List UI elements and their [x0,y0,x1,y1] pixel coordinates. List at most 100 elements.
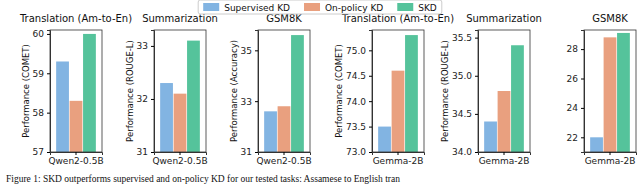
y-axis: 31 33 35 [241,31,259,158]
bars [264,35,304,152]
tick-mark [255,152,258,153]
tick-mark [151,46,154,47]
chart-title: Summarization [142,13,218,24]
tick-mark [47,34,50,35]
legend-swatch [203,3,219,11]
plot-frame [154,30,206,152]
legend-label: Supervised KD [224,3,290,13]
plot-frame [478,30,530,152]
bar [511,45,524,152]
axis-line [475,31,479,153]
legend: Supervised KD On-policy KD SKD [198,0,442,14]
tick-mark [581,79,584,80]
tick: 26 [567,74,584,84]
tick: 58 [33,108,50,118]
axis-line [47,31,51,153]
bar [160,83,173,152]
tick: 33 [241,97,258,107]
plot-frame [50,30,102,152]
tick-mark [76,152,77,155]
tick: 32 [137,94,154,104]
tick-mark [369,101,372,102]
tick-label: 34.0 [452,147,472,157]
tick: 34.5 [452,109,478,119]
bars [56,34,96,152]
tick-mark [47,152,50,153]
tick-label: Gemma-2B [479,156,530,166]
legend-label: SKD [418,3,437,13]
chart-title: GSM8K [266,13,302,24]
chart-title: Translation (Am-to-En) [19,13,132,24]
panel: 313335Qwen2-0.5BGSM8KPerformance (Accura… [229,13,312,166]
tick-mark [284,152,285,155]
bars [484,45,524,152]
legend-label: On-policy KD [325,3,383,13]
x-axis: Qwen2-0.5B [48,152,103,166]
y-axis: 73.073.574.074.575.0 [346,31,373,158]
panel: 22242628Gemma-2BGSM8K [567,13,637,166]
tick: 35.5 [452,33,478,43]
tick-label: 24 [567,103,579,113]
tick-mark [151,152,154,153]
tick: 74.0 [346,97,372,107]
tick-label: 35.0 [452,71,472,81]
tick: 35 [241,46,258,56]
tick-label: 31 [241,147,252,157]
tick-mark [475,76,478,77]
tick-mark [47,113,50,114]
tick-label: 60 [33,29,45,39]
legend-frame [198,0,442,14]
tick: 73.5 [346,122,372,132]
caption: Figure 1: SKD outperforms supervised and… [6,174,400,184]
tick: 24 [567,103,584,113]
tick-label: 74.5 [346,71,366,81]
y-axis-title: Performance (COMET) [334,44,344,138]
y-axis: 34.0 34.5 35.0 35.5 [452,31,479,158]
tick-mark [47,73,50,74]
axis-line [585,153,637,156]
tick-mark [581,49,584,50]
bar [590,137,603,152]
tick-mark [369,152,372,153]
tick-label: 22 [567,133,578,143]
tick-mark [581,108,584,109]
tick-label: 26 [567,74,579,84]
y-axis-title: Performance (COMET) [21,44,31,138]
tick-mark [398,152,399,155]
tick: Gemma-2B [373,152,424,166]
bar [405,35,418,152]
tick-mark [180,152,181,155]
tick-label: Gemma-2B [585,156,636,166]
tick-label: Qwen2-0.5B [152,156,207,166]
tick: 74.5 [346,71,372,81]
x-axis: Qwen2-0.5B [152,152,207,166]
tick: 22 [567,133,584,143]
axis-line [259,153,311,156]
tick-mark [610,152,611,155]
y-axis-title: Performance (ROUGE-L) [440,40,450,142]
tick-label: Qwen2-0.5B [256,156,311,166]
tick-label: 35.5 [452,33,472,43]
tick: 59 [33,69,50,79]
tick: 28 [567,44,584,54]
tick: 33 [137,41,154,51]
tick-label: Qwen2-0.5B [48,156,103,166]
tick: Qwen2-0.5B [152,152,207,166]
legend-swatch [304,3,320,11]
axis-line [155,153,207,156]
tick: Qwen2-0.5B [48,152,103,166]
bar [278,106,291,152]
bar [617,33,630,152]
bars [160,41,200,152]
panel: 57585960Qwen2-0.5BTranslation (Am-to-En)… [19,13,132,166]
plot-frame [372,30,424,152]
chart-title: Summarization [466,13,542,24]
tick-mark [475,38,478,39]
bar [70,101,83,152]
bar [392,71,405,152]
panel: 313233Qwen2-0.5BSummarizationPerformance… [125,13,218,166]
bar [291,35,304,152]
axis-line [255,31,259,153]
tick-label: 32 [137,94,148,104]
tick-label: 73.0 [346,147,366,157]
